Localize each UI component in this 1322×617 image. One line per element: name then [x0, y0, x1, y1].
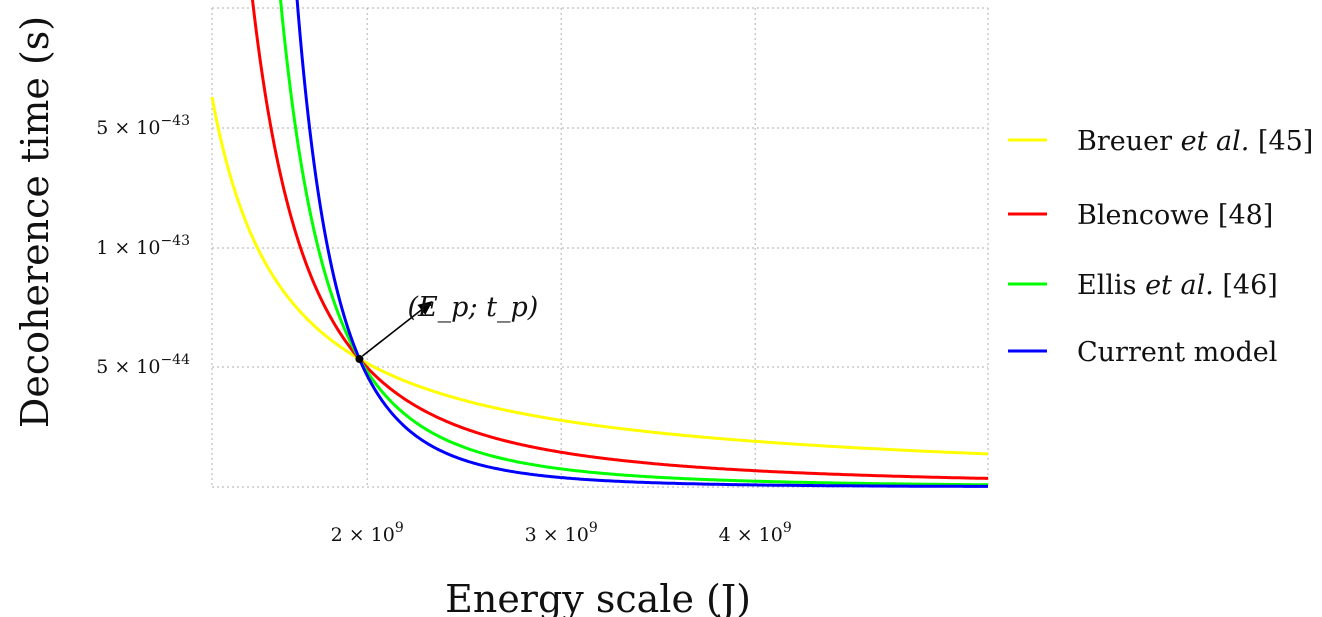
x-axis-label: Energy scale (J)	[445, 577, 751, 617]
x-tick-labels: 2 × 109 3 × 109 4 × 109	[331, 520, 792, 546]
y-tick-label: 5 × 10−44	[96, 352, 190, 378]
x-tick-label: 4 × 109	[719, 520, 792, 546]
series-line-current	[295, 0, 988, 488]
y-axis-label: Decoherence time (s)	[13, 16, 57, 428]
y-tick-labels: 5 × 10−43 1 × 10−43 5 × 10−44	[96, 113, 190, 378]
series-lines	[210, 0, 989, 488]
series-line-blencowe	[251, 0, 988, 480]
legend-label: Blencowe [48]	[1077, 200, 1273, 231]
legend-label: Ellis et al. [46]	[1077, 270, 1278, 301]
annotation-label: (E_p; t_p)	[407, 292, 538, 323]
series-line-ellis	[279, 0, 988, 487]
annotation-arrow	[361, 301, 433, 357]
intersection-point	[355, 355, 364, 363]
legend: Breuer et al. [45] Blencowe [48] Ellis et …	[1008, 126, 1313, 368]
intersection-annotation: (E_p; t_p)	[355, 292, 538, 363]
legend-label: Breuer et al. [45]	[1077, 126, 1313, 157]
grid-lines	[212, 8, 988, 487]
x-tick-label: 2 × 109	[331, 520, 404, 546]
series-line-breuer	[210, 96, 989, 456]
x-tick-label: 3 × 109	[525, 520, 598, 546]
y-tick-label: 5 × 10−43	[96, 113, 190, 139]
y-tick-label: 1 × 10−43	[96, 233, 190, 259]
legend-label: Current model	[1077, 337, 1277, 368]
